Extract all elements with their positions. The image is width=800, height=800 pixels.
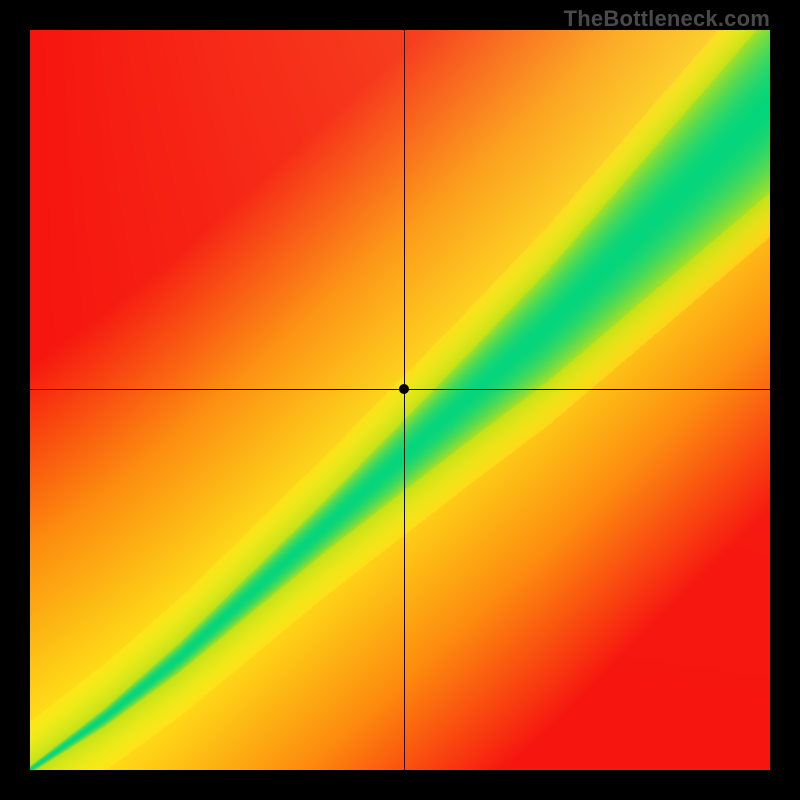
- chart-frame: TheBottleneck.com: [0, 0, 800, 800]
- crosshair-marker: [399, 384, 409, 394]
- heatmap-canvas: [30, 30, 770, 770]
- crosshair-vertical: [404, 30, 405, 770]
- watermark-text: TheBottleneck.com: [564, 6, 770, 32]
- plot-area: [30, 30, 770, 770]
